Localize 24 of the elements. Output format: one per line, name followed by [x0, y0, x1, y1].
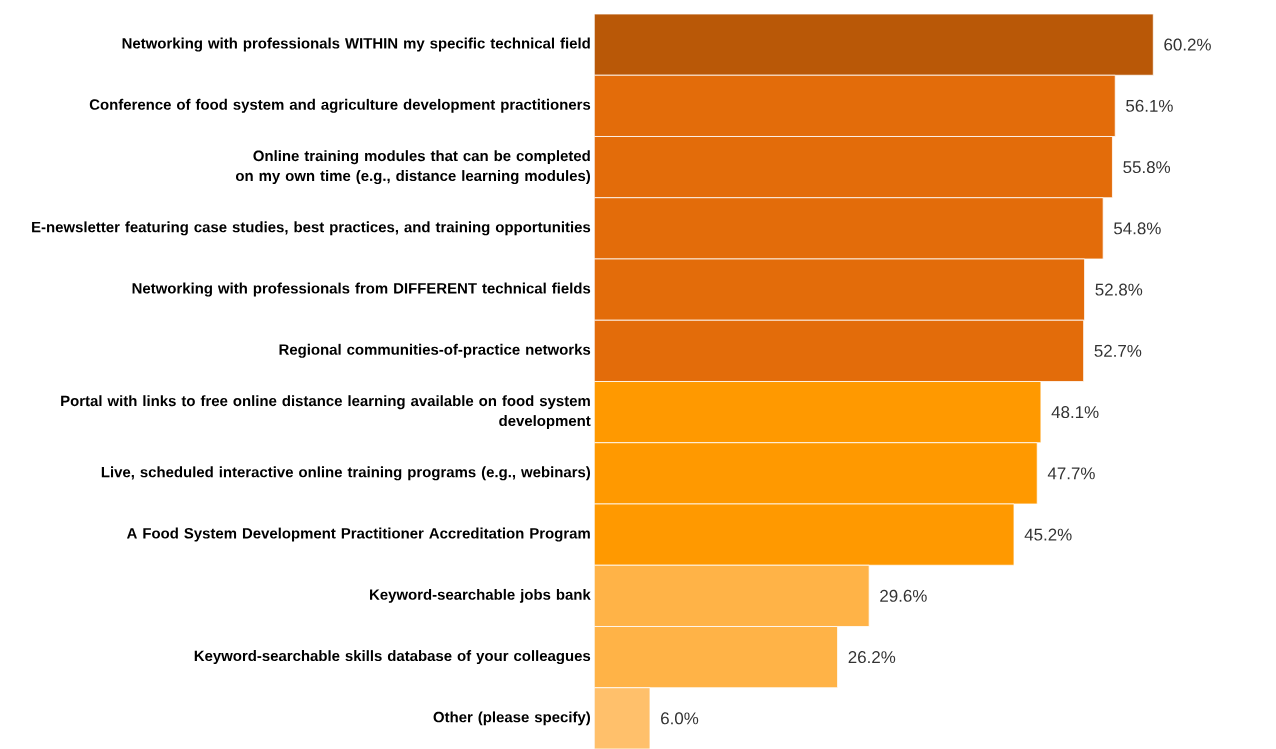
y-tick-label: Networking with professionals from DIFFERENT technical fields	[132, 282, 591, 297]
data-label: 29.6%	[880, 589, 927, 602]
y-tick-label: Regional communities-of-practice networks	[279, 343, 591, 358]
data-label: 48.1%	[1051, 406, 1099, 419]
data-label: 52.7%	[1094, 344, 1142, 357]
data-label: 54.8%	[1114, 222, 1161, 235]
y-tick-label: Other (please specify)	[433, 711, 590, 726]
data-label: 6.0%	[661, 712, 699, 725]
y-tick-label: Keyword-searchable jobs bank	[370, 588, 591, 603]
data-label: 45.2%	[1024, 528, 1072, 541]
y-tick-label: Keyword-searchable skills database of your colleagues	[194, 650, 591, 665]
y-tick-label: Networking with professionals WITHIN my specific technical field	[122, 37, 590, 52]
y-tick-label: Live, scheduled interactive online training programs (e.g., webinars)	[101, 466, 591, 481]
data-label: 26.2%	[848, 651, 896, 664]
y-tick-label: E-newsletter featuring case studies, best practices, and training opportunities	[32, 221, 591, 236]
y-tick-label: A Food System Development Practitioner Accreditation Program	[126, 527, 590, 542]
data-label: 47.7%	[1047, 467, 1095, 480]
data-label: 55.8%	[1123, 161, 1171, 174]
data-label: 56.1%	[1126, 99, 1173, 112]
y-tick-label: Online training modules that can be completed on my own time (e.g., distance learning modules)	[235, 150, 591, 185]
y-tick-label: Portal with links to free online distance learning available on food system development	[61, 395, 591, 430]
data-label: 60.2%	[1164, 38, 1211, 51]
data-label: 52.8%	[1095, 283, 1143, 296]
y-tick-label: Conference of food system and agriculture development practitioners	[89, 98, 591, 113]
